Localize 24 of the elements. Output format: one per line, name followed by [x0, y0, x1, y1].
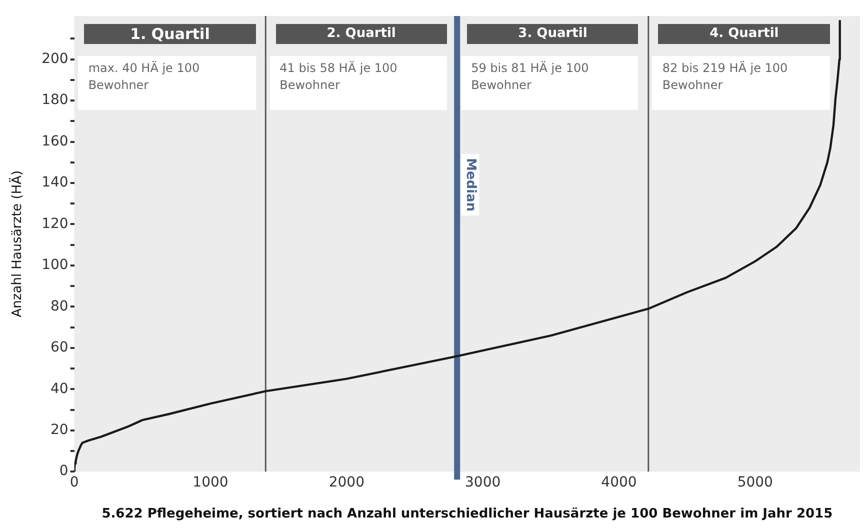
- x-tick-label: 4000: [601, 474, 637, 491]
- x-axis-title: 5.622 Pflegeheime, sortiert nach Anzahl unterschiedlicher Hausärzte je 100 Bewohner im Jahr 2015: [102, 506, 833, 522]
- y-tick-label: 140: [42, 174, 68, 191]
- y-tick-label: 100: [42, 257, 68, 274]
- x-tick-label: 5000: [737, 474, 773, 491]
- x-tick-label: 3000: [465, 474, 501, 491]
- annotation: 41 bis 58 HÄ je 100 Bewohner: [278, 60, 398, 94]
- y-tick-label: 200: [42, 50, 68, 67]
- y-tick-label: 160: [42, 133, 68, 150]
- x-tick-label: 2000: [328, 474, 364, 491]
- y-tick-label: 180: [42, 92, 68, 108]
- y-tick-label: 120: [42, 216, 68, 232]
- x-tick-label: 1000: [192, 474, 228, 491]
- y-tick-label: 20: [50, 422, 68, 438]
- y-tick-label: 80: [50, 298, 68, 314]
- annotation: 59 bis 81 HÄ je 100 Bewohner: [470, 60, 590, 94]
- y-tick-label: 40: [50, 380, 68, 397]
- y-tick-label: 60: [50, 340, 68, 356]
- annotation: 82 bis 219 HÄ je 100 Bewohner: [661, 60, 789, 94]
- x-tick-label: 0: [70, 474, 79, 491]
- ref-line-label: Median: [463, 158, 478, 212]
- annotation: max. 40 HÄ je 100 Bewohner: [87, 60, 201, 94]
- y-axis-title: Anzahl Hausärzte (HÄ): [9, 170, 26, 318]
- y-tick-label: 0: [59, 463, 68, 480]
